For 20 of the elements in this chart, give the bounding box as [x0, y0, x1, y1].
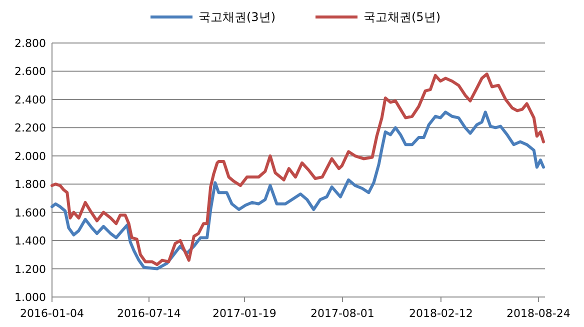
- y-tick-label: 2.000: [14, 150, 46, 163]
- x-tick-label: 2018-08-24: [506, 307, 570, 320]
- x-tick-label: 2017-01-19: [212, 307, 276, 320]
- y-tick-label: 1.000: [14, 291, 46, 304]
- y-tick-label: 2.200: [14, 122, 46, 135]
- y-tick-label: 1.400: [14, 234, 46, 248]
- y-tick-label: 2.400: [14, 93, 46, 106]
- line-series: [50, 72, 545, 266]
- y-tick-label: 1.600: [14, 206, 46, 220]
- y-tick-label: 1.200: [14, 262, 46, 276]
- legend-label: 국고채권(5년): [364, 10, 440, 24]
- y-tick-label: 2.800: [14, 37, 46, 50]
- x-tick-label: 2016-01-04: [20, 307, 84, 320]
- x-tick-label: 2017-08-01: [310, 307, 374, 320]
- y-tick-label: 1.800: [14, 178, 46, 192]
- x-tick-label: 2018-02-12: [408, 307, 473, 320]
- x-tick-label: 2016-07-14: [117, 307, 181, 320]
- y-tick-label: 2.600: [14, 65, 46, 78]
- line-series: [50, 110, 545, 270]
- legend-label: 국고채권(3년): [198, 10, 276, 24]
